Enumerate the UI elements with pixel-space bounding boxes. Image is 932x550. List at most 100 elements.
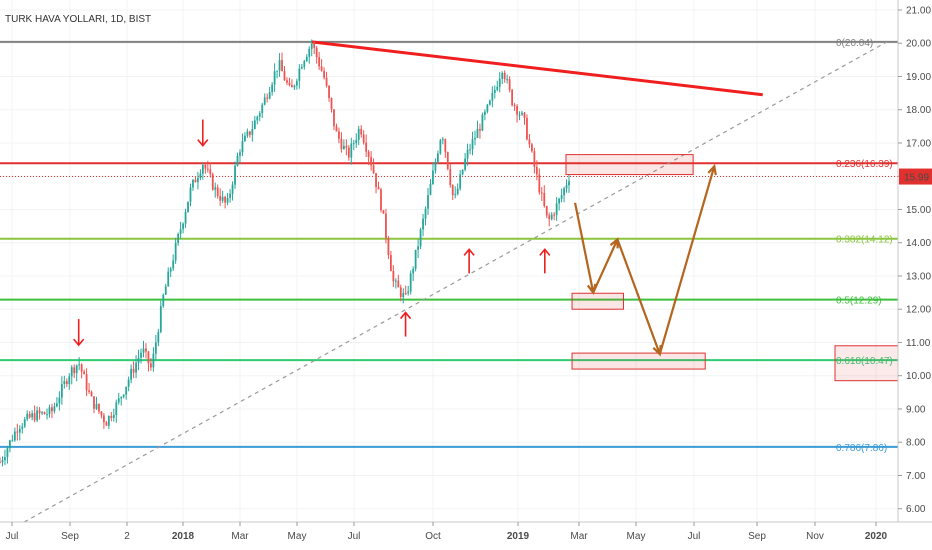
candle-body	[78, 364, 81, 366]
candle-body	[231, 184, 234, 194]
trend-lines	[23, 40, 888, 523]
candle-body	[399, 287, 402, 297]
candle-body	[276, 70, 278, 72]
candle-body	[479, 128, 481, 131]
candle-body	[375, 173, 377, 188]
candle-body	[46, 414, 48, 416]
candle-body	[298, 68, 301, 81]
candle-body	[33, 413, 36, 421]
candle-body	[80, 364, 83, 372]
y-tick-label: 13.00	[906, 271, 931, 282]
candle-body	[318, 57, 321, 67]
candle-body	[328, 85, 330, 99]
x-tick-label: 2019	[507, 531, 530, 542]
fib-label: 0.618(10.47)	[836, 356, 893, 367]
candle-body	[451, 184, 454, 196]
candle-body	[417, 246, 420, 250]
candle-body	[565, 185, 568, 189]
candle-body	[211, 174, 214, 190]
candle-body	[266, 97, 269, 99]
candle-body	[382, 210, 385, 214]
candle-body	[511, 89, 514, 106]
candle-body	[75, 365, 78, 374]
candle-body	[303, 61, 306, 67]
candle-body	[320, 66, 323, 71]
candle-body	[263, 97, 266, 105]
x-tick-label: Jul	[6, 531, 19, 542]
x-tick-label: Mar	[231, 531, 249, 542]
candle-body	[424, 208, 427, 219]
candle-body	[518, 114, 521, 116]
candle-body	[454, 194, 457, 196]
candle-body	[548, 215, 551, 220]
candle-body	[288, 82, 291, 86]
candle-body	[345, 145, 348, 148]
projection-segment	[573, 202, 595, 293]
candle-body	[73, 367, 76, 374]
candle-body	[300, 66, 303, 69]
candle-body	[488, 100, 491, 105]
candle-body	[352, 143, 355, 145]
candle-body	[335, 126, 338, 132]
x-tick-label: May	[627, 531, 646, 542]
candle-body	[41, 412, 43, 414]
candle-body	[313, 43, 316, 48]
projection-arrowhead	[707, 163, 717, 176]
candle-body	[449, 169, 452, 185]
candle-body	[496, 86, 499, 90]
candle-body	[197, 177, 199, 183]
candle-body	[8, 440, 11, 449]
candle-body	[90, 391, 93, 397]
candle-body	[409, 273, 412, 292]
candle-body	[325, 77, 328, 86]
candle-body	[550, 214, 553, 220]
candle-body	[172, 260, 175, 269]
candle-body	[93, 396, 95, 409]
candle-body	[70, 367, 73, 377]
candle-body	[464, 158, 467, 170]
candle-body	[226, 197, 229, 203]
candle-body	[380, 189, 382, 211]
candle-body	[16, 431, 19, 433]
candle-body	[491, 93, 494, 101]
candle-body	[6, 448, 9, 458]
candle-body	[110, 415, 113, 418]
candle-body	[224, 196, 227, 203]
candle-body	[28, 413, 31, 418]
candle-body	[377, 187, 380, 190]
target-box	[571, 352, 706, 370]
candle-body	[323, 70, 325, 78]
candle-body	[229, 193, 231, 198]
candle-body	[125, 386, 128, 395]
candle-body	[553, 214, 556, 216]
candle-body	[142, 348, 145, 353]
x-tick-label: Sep	[748, 531, 766, 542]
x-tick-label: 2	[124, 531, 130, 542]
y-tick-label: 17.00	[906, 138, 931, 149]
y-tick-label: 15.00	[906, 205, 931, 216]
candle-body	[43, 412, 46, 415]
candle-body	[60, 383, 63, 398]
candle-body	[204, 164, 207, 169]
x-tick-label: May	[288, 531, 307, 542]
candle-body	[506, 79, 509, 81]
candle-body	[483, 111, 486, 115]
candle-body	[516, 106, 518, 115]
candle-body	[100, 411, 103, 416]
candle-body	[189, 187, 192, 202]
candle-body	[216, 187, 219, 196]
candle-body	[538, 174, 541, 193]
candle-body	[140, 352, 142, 358]
candle-body	[456, 188, 459, 195]
candle-body	[333, 109, 335, 127]
candle-body	[65, 381, 68, 385]
fibonacci-levels: 0(20.04) 0.236(16.39) 0.382(14.12) 0.5(12.2…	[0, 38, 898, 454]
grid	[0, 0, 898, 522]
candle-body	[293, 85, 296, 88]
candle-body	[85, 374, 88, 391]
candle-body	[127, 379, 130, 387]
candle-body	[560, 195, 563, 199]
candle-body	[278, 60, 281, 71]
candle-body	[38, 410, 41, 414]
